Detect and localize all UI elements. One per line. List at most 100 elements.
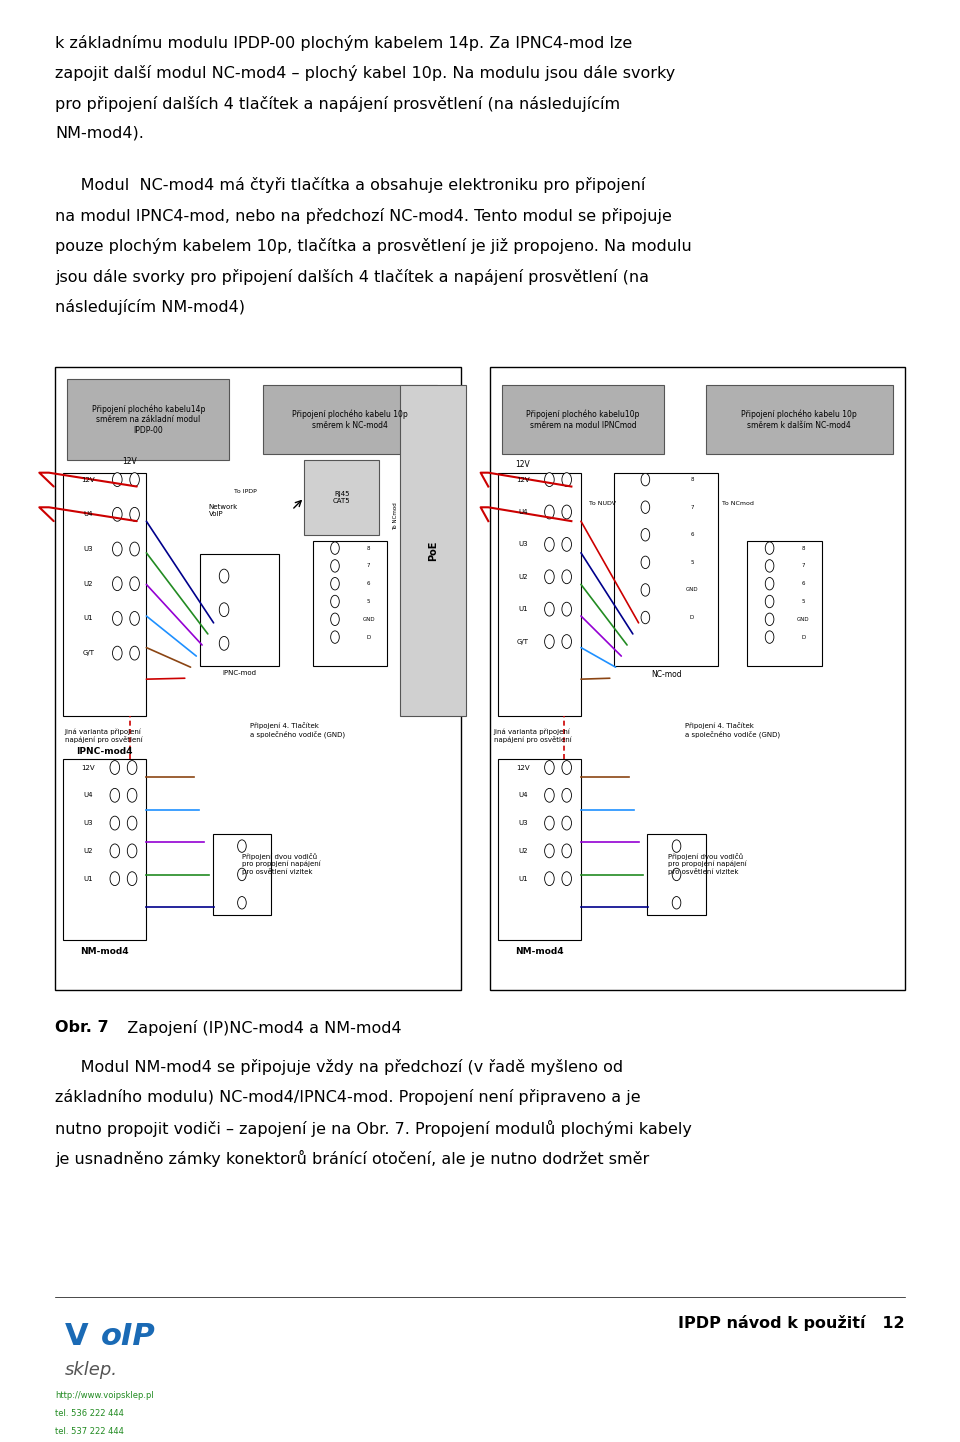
Bar: [63, 473, 146, 715]
Bar: [201, 554, 279, 666]
Circle shape: [128, 760, 137, 774]
Circle shape: [641, 473, 650, 486]
Circle shape: [110, 872, 120, 885]
Text: Jiná varianta připojení
napájení pro osvětlení: Jiná varianta připojení napájení pro osv…: [64, 728, 142, 743]
Text: oIP: oIP: [101, 1322, 156, 1351]
Text: Obr. 7: Obr. 7: [55, 1019, 108, 1035]
Circle shape: [130, 577, 139, 591]
Circle shape: [112, 646, 122, 660]
Bar: [63, 758, 146, 940]
Circle shape: [544, 603, 554, 616]
Circle shape: [330, 559, 339, 572]
Circle shape: [219, 603, 228, 617]
Circle shape: [112, 611, 122, 626]
Circle shape: [765, 630, 774, 643]
Text: RJ45
CAT5: RJ45 CAT5: [333, 492, 350, 505]
Circle shape: [112, 577, 122, 591]
Circle shape: [330, 596, 339, 607]
Circle shape: [562, 789, 571, 802]
Text: Modul NM-mod4 se připojuje vždy na předchozí (v řadě myšleno od: Modul NM-mod4 se připojuje vždy na předc…: [55, 1058, 623, 1074]
Circle shape: [544, 844, 554, 858]
Text: U4: U4: [518, 792, 528, 799]
Text: 7: 7: [367, 564, 371, 568]
Circle shape: [128, 816, 137, 831]
Text: tel. 537 222 444: tel. 537 222 444: [55, 1428, 124, 1436]
Text: V: V: [64, 1322, 88, 1351]
Circle shape: [641, 500, 650, 513]
Text: na modul IPNC4-mod, nebo na předchozí NC-mod4. Tento modul se připojuje: na modul IPNC4-mod, nebo na předchozí NC…: [55, 208, 672, 224]
Circle shape: [562, 634, 571, 649]
Circle shape: [238, 897, 247, 908]
Text: Připojení plochého kabelu10p
směrem na modul IPNCmod: Připojení plochého kabelu10p směrem na m…: [526, 410, 639, 430]
Circle shape: [672, 897, 681, 908]
Bar: [55, 366, 461, 989]
Text: Připojení plochého kabelu14p
směrem na základní modul
IPDP-00: Připojení plochého kabelu14p směrem na z…: [92, 405, 205, 435]
Circle shape: [112, 542, 122, 557]
Text: PoE: PoE: [428, 541, 438, 561]
Circle shape: [330, 613, 339, 626]
Bar: [502, 385, 664, 454]
Text: pouze plochým kabelem 10p, tlačítka a prosvětlení je již propojeno. Na modulu: pouze plochým kabelem 10p, tlačítka a pr…: [55, 238, 692, 254]
Circle shape: [544, 505, 554, 519]
Circle shape: [112, 473, 122, 486]
Circle shape: [562, 538, 571, 551]
Text: U2: U2: [518, 848, 528, 854]
Text: Připojení 4. Tlačítek
a společného vodiče (GND): Připojení 4. Tlačítek a společného vodič…: [684, 722, 780, 737]
Text: To IPDP: To IPDP: [233, 489, 256, 493]
Text: D: D: [367, 634, 371, 640]
Circle shape: [562, 505, 571, 519]
Text: nutno propojit vodiči – zapojení je na Obr. 7. Propojení modulů plochými kabely: nutno propojit vodiči – zapojení je na O…: [55, 1120, 692, 1136]
Text: následujícím NM-mod4): následujícím NM-mod4): [55, 298, 245, 314]
Circle shape: [110, 789, 120, 802]
Circle shape: [765, 613, 774, 626]
Text: sklep.: sklep.: [64, 1361, 117, 1379]
Text: 8: 8: [802, 545, 805, 551]
Text: G/T: G/T: [83, 650, 94, 656]
Text: IPDP návod k použití   12: IPDP návod k použití 12: [679, 1315, 905, 1331]
Circle shape: [238, 839, 247, 852]
Text: IPNC-mod4: IPNC-mod4: [77, 747, 133, 756]
Text: U1: U1: [518, 606, 528, 613]
Text: Připojení dvou vodičů
pro propojení napájení
pro osvětlení vizitek: Připojení dvou vodičů pro propojení napá…: [242, 852, 321, 875]
Text: NM-mod4: NM-mod4: [516, 947, 564, 956]
Text: Připojení plochého kabelu 10p
směrem k dalším NC-mod4: Připojení plochého kabelu 10p směrem k d…: [741, 410, 857, 430]
Circle shape: [128, 844, 137, 858]
Circle shape: [544, 760, 554, 774]
Text: G/T: G/T: [516, 639, 529, 645]
Text: Připojení dvou vodičů
pro propojení napájení
pro osvětlení vizitek: Připojení dvou vodičů pro propojení napá…: [668, 852, 747, 875]
Circle shape: [765, 559, 774, 572]
Text: U3: U3: [84, 547, 93, 552]
Text: 7: 7: [802, 564, 805, 568]
Circle shape: [219, 636, 228, 650]
Circle shape: [544, 570, 554, 584]
Bar: [313, 541, 387, 666]
Circle shape: [544, 872, 554, 885]
Text: http://www.voipsklep.pl: http://www.voipsklep.pl: [55, 1392, 154, 1400]
Circle shape: [110, 844, 120, 858]
Text: NC-mod: NC-mod: [651, 671, 682, 679]
Circle shape: [544, 538, 554, 551]
Circle shape: [110, 760, 120, 774]
Circle shape: [110, 816, 120, 831]
Circle shape: [130, 611, 139, 626]
Circle shape: [544, 789, 554, 802]
Text: GND: GND: [362, 617, 375, 622]
Text: 5: 5: [802, 598, 805, 604]
Circle shape: [562, 816, 571, 831]
Text: Network
VoIP: Network VoIP: [208, 503, 238, 516]
Text: základního modulu) NC-mod4/IPNC4-mod. Propojení není připraveno a je: základního modulu) NC-mod4/IPNC4-mod. Pr…: [55, 1089, 640, 1106]
Bar: [706, 385, 893, 454]
Bar: [263, 385, 437, 454]
Circle shape: [238, 868, 247, 881]
Circle shape: [219, 570, 228, 583]
Circle shape: [330, 630, 339, 643]
Text: 6: 6: [802, 581, 805, 587]
Text: U1: U1: [84, 875, 93, 881]
Text: NM-mod4).: NM-mod4).: [55, 125, 144, 141]
Circle shape: [562, 603, 571, 616]
Text: 5: 5: [367, 598, 371, 604]
Bar: [399, 385, 467, 715]
Circle shape: [562, 760, 571, 774]
Text: pro připojení dalších 4 tlačítek a napájení prosvětlení (na následujícím: pro připojení dalších 4 tlačítek a napáj…: [55, 95, 620, 111]
Circle shape: [765, 596, 774, 607]
